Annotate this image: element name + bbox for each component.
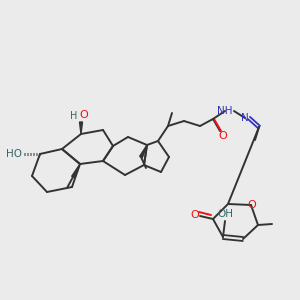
Text: O: O xyxy=(80,110,88,120)
Text: H: H xyxy=(70,111,78,121)
Text: NH: NH xyxy=(217,106,233,116)
Text: HO: HO xyxy=(6,149,22,159)
Text: N: N xyxy=(241,113,249,123)
Text: OH: OH xyxy=(217,209,233,219)
Text: O: O xyxy=(219,131,227,141)
Text: O: O xyxy=(248,200,256,210)
Polygon shape xyxy=(72,164,80,178)
Polygon shape xyxy=(80,122,82,134)
Text: O: O xyxy=(190,210,200,220)
Polygon shape xyxy=(140,145,147,158)
